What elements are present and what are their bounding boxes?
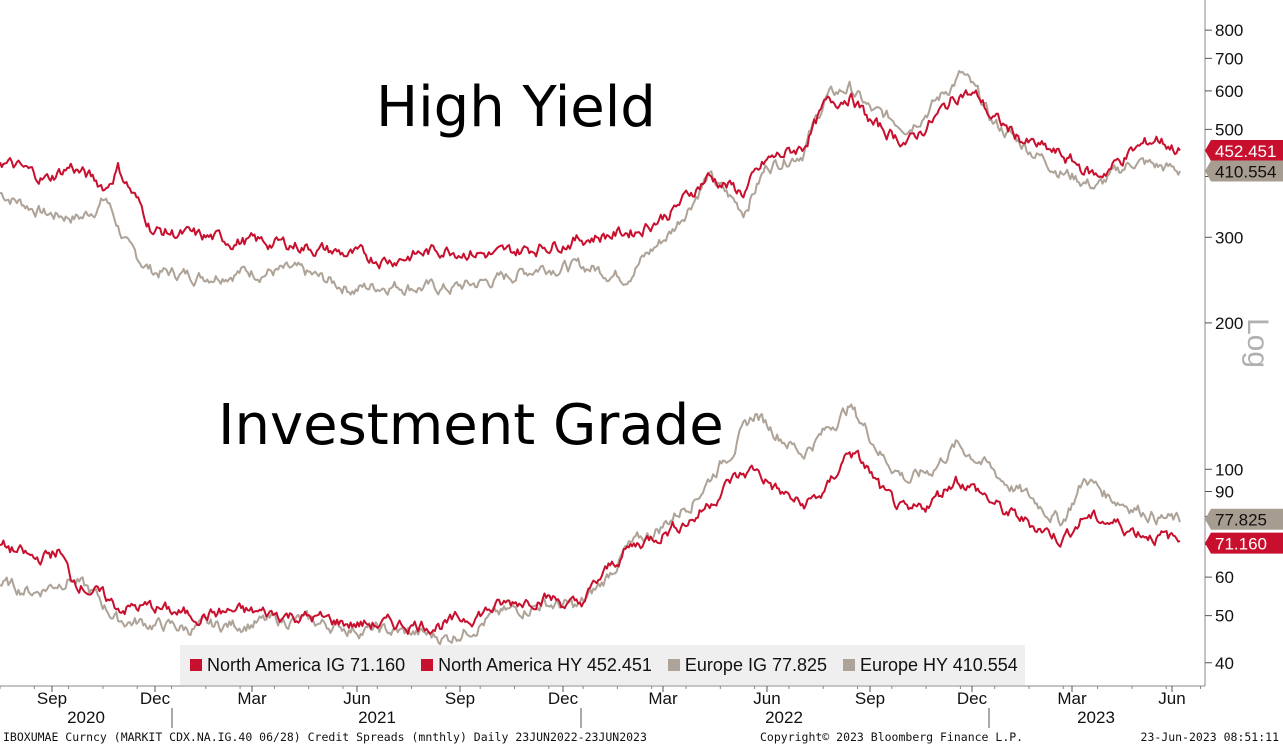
- x-tick-label: Sep: [855, 689, 885, 708]
- chart-frame: [0, 0, 1206, 687]
- y-tick-label: 800: [1215, 21, 1243, 40]
- footer-timestamp: 23-Jun-2023 08:51:11: [1140, 730, 1279, 744]
- y-tick-label: 300: [1215, 228, 1243, 247]
- high-yield-title: High Yield: [376, 75, 656, 140]
- x-year-label: 2021: [358, 708, 396, 727]
- y-tick-label: 700: [1215, 49, 1243, 68]
- x-tick-label: Mar: [648, 689, 678, 708]
- legend-swatch: [667, 659, 680, 671]
- x-tick-label: Dec: [140, 689, 171, 708]
- x-tick-label: Mar: [1057, 689, 1087, 708]
- x-tick-label: Jun: [753, 689, 780, 708]
- x-tick-label: Dec: [548, 689, 579, 708]
- legend-swatch: [190, 659, 202, 671]
- x-tick-label: Sep: [37, 689, 67, 708]
- x-axis: Sep Dec Mar Jun Sep Dec Mar Jun Sep Dec Mar Jun 2020…: [0, 686, 1201, 728]
- y-tick-label: 50: [1215, 607, 1234, 626]
- last-value-tag-bg: [1205, 508, 1283, 530]
- y-tick-label: 60: [1215, 568, 1234, 587]
- chart-legend: North America IG 71.160 North America HY…: [180, 645, 1025, 685]
- x-tick-label: Sep: [445, 689, 475, 708]
- x-year-label: 2022: [765, 708, 803, 727]
- legend-label: Europe HY 410.554: [860, 654, 1018, 675]
- x-tick-label: Jun: [343, 689, 370, 708]
- legend-label: North America IG 71.160: [207, 654, 406, 675]
- series-line-north-america-hy: [0, 89, 1181, 270]
- x-year-label: 2023: [1077, 708, 1115, 727]
- last-value-tag-bg: [1205, 532, 1283, 554]
- last-value-tag-label: 410.554: [1215, 163, 1276, 182]
- y-tick-label: 600: [1215, 82, 1243, 101]
- last-value-tag-bg: [1205, 160, 1283, 182]
- legend-label: Europe IG 77.825: [684, 654, 828, 675]
- y-tick-label: 200: [1215, 314, 1243, 333]
- y-tick-label: 100: [1215, 460, 1243, 479]
- x-tick-label: Mar: [237, 689, 267, 708]
- y-axis: 40 50 60 90 100 200 300 500 600 700 800 Log: [1205, 21, 1274, 673]
- legend-item-eu-ig: Europe IG 77.825: [667, 654, 828, 676]
- footer-copyright: Copyright© 2023 Bloomberg Finance L.P.: [760, 730, 1024, 744]
- x-tick-label: Jun: [1158, 689, 1185, 708]
- legend-swatch: [843, 659, 856, 671]
- series-lines: [0, 70, 1181, 646]
- last-value-tag-label: 71.160: [1215, 535, 1267, 554]
- legend-item-eu-hy: Europe HY 410.554: [843, 655, 1018, 676]
- footer-bar: IBOXUMAE Curncy (MARKIT CDX.NA.IG.40 06/…: [0, 729, 1283, 746]
- x-tick-label: Dec: [957, 689, 988, 708]
- last-value-tag-label: 77.825: [1215, 511, 1267, 530]
- series-line-north-america-ig: [0, 449, 1181, 635]
- last-value-tag-bg: [1205, 139, 1283, 161]
- footer-source: IBOXUMAE Curncy (MARKIT CDX.NA.IG.40 06/…: [3, 730, 647, 744]
- y-tick-label: 40: [1215, 654, 1234, 673]
- legend-swatch: [421, 659, 434, 671]
- x-year-label: 2020: [67, 708, 105, 727]
- legend-item-na-ig: North America IG 71.160: [190, 655, 405, 676]
- y-tick-label: 90: [1215, 483, 1234, 502]
- y-tick-label: 500: [1215, 120, 1243, 139]
- legend-item-na-hy: North America HY 452.451: [421, 655, 652, 676]
- last-value-tags: 452.451 410.554 77.825 71.160: [1205, 139, 1283, 554]
- investment-grade-title: Investment Grade: [218, 393, 724, 458]
- log-scale-label: Log: [1241, 318, 1274, 368]
- legend-label: North America HY 452.451: [438, 654, 652, 675]
- last-value-tag-label: 452.451: [1215, 142, 1276, 161]
